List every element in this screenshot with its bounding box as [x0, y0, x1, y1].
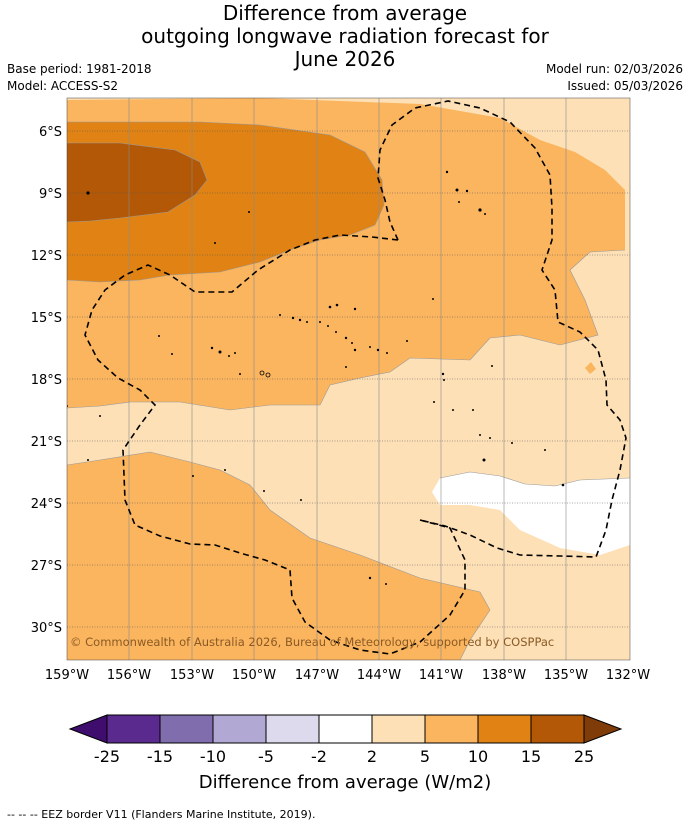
lat-label: 21°S — [31, 435, 62, 450]
colorbar-tick: 15 — [521, 747, 541, 766]
title-line-1: Difference from average — [222, 1, 468, 25]
title-line-3: June 2026 — [294, 47, 396, 71]
lon-label: 147°W — [295, 668, 339, 683]
colorbar-tick: 2 — [367, 747, 377, 766]
copyright-notice: © Commonwealth of Australia 2026, Bureau… — [70, 635, 554, 649]
map: © Commonwealth of Australia 2026, Bureau… — [31, 97, 650, 683]
colorbar-segment — [319, 715, 372, 743]
colorbar-tick: 5 — [420, 747, 430, 766]
lat-label: 30°S — [31, 621, 62, 636]
lat-label: 9°S — [39, 187, 62, 202]
model-run: Model run: 02/03/2026 — [545, 62, 683, 76]
lon-label: 141°W — [419, 668, 463, 683]
region-5-10-patch — [585, 362, 596, 374]
colorbar-segment — [266, 715, 319, 743]
base-period: Base period: 1981-2018 — [7, 62, 152, 76]
colorbar-tick: 25 — [574, 747, 594, 766]
colorbar-tick: -10 — [200, 747, 226, 766]
lon-label: 135°W — [544, 668, 588, 683]
region-15-25 — [67, 143, 207, 222]
colorbar-segment — [531, 715, 584, 743]
lat-label: 15°S — [31, 311, 62, 326]
lon-label: 132°W — [606, 668, 650, 683]
lat-label: 6°S — [39, 125, 62, 140]
lat-label: 12°S — [31, 249, 62, 264]
colorbar-tick: 10 — [468, 747, 488, 766]
colorbar-segment — [372, 715, 425, 743]
lat-label: 27°S — [31, 559, 62, 574]
lon-label: 153°W — [170, 668, 214, 683]
eez-border-south — [84, 234, 466, 655]
colorbar-segment — [478, 715, 531, 743]
title-line-2: outgoing longwave radiation forecast for — [141, 24, 549, 48]
eez-footnote: -- -- -- EEZ border V11 (Flanders Marine… — [7, 808, 316, 821]
region-near-zero — [432, 472, 630, 555]
colorbar-tick: -2 — [311, 747, 327, 766]
region-5-10-south — [67, 452, 490, 660]
colorbar-segment — [107, 715, 160, 743]
model-name: Model: ACCESS-S2 — [7, 79, 119, 93]
colorbar-segment — [583, 714, 623, 744]
colorbar-tick: -5 — [258, 747, 274, 766]
colorbar-label: Difference from average (W/m2) — [199, 772, 491, 793]
colorbar-tick: -25 — [94, 747, 120, 766]
lon-label: 138°W — [482, 668, 526, 683]
lon-label: 159°W — [45, 668, 89, 683]
colorbar-segment — [68, 714, 108, 744]
lat-label: 18°S — [31, 373, 62, 388]
colorbar-segment — [213, 715, 266, 743]
lon-label: 144°W — [357, 668, 401, 683]
lat-label: 24°S — [31, 497, 62, 512]
issued-date: Issued: 05/03/2026 — [567, 79, 683, 93]
lon-label: 150°W — [232, 668, 276, 683]
eez-border-north — [377, 100, 627, 558]
lon-label: 156°W — [107, 668, 151, 683]
colorbar: -25 -15 -10 -5 -2 2 5 10 15 25 Differenc… — [68, 714, 623, 793]
colorbar-segment — [425, 715, 478, 743]
colorbar-segment — [160, 715, 213, 743]
colorbar-tick: -15 — [147, 747, 173, 766]
